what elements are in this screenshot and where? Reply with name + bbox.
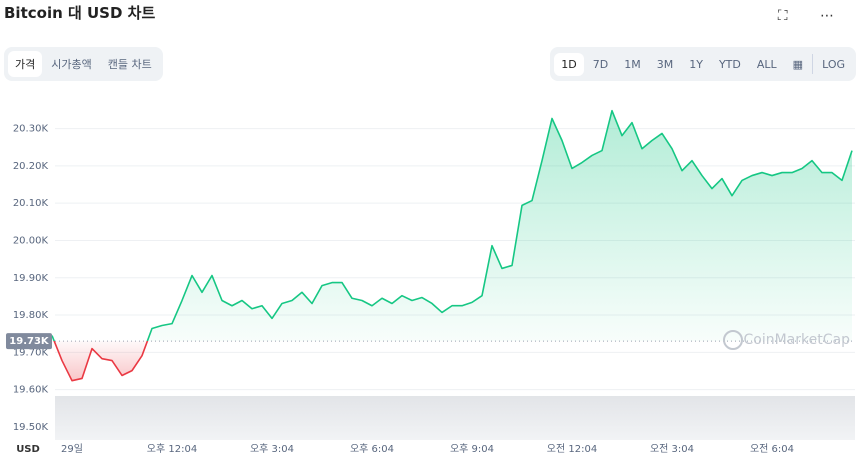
toolbar-icons[interactable]: ⛶ ⋯ <box>777 8 848 24</box>
range-button[interactable]: 1Y <box>689 57 703 71</box>
range-button[interactable]: YTD <box>718 57 741 71</box>
log-button[interactable]: LOG <box>822 57 845 71</box>
y-tick-label: 20.30K <box>13 124 49 135</box>
x-tick-label: 오후 12:04 <box>147 443 197 455</box>
tab-bar: 가격 시가총액 캔들 차트 <box>4 47 163 81</box>
price-line <box>51 109 853 382</box>
x-axis-label: USD <box>16 444 40 455</box>
tab[interactable]: 가격 <box>8 51 43 77</box>
calendar-button[interactable]: ▦ <box>792 57 804 71</box>
watermark: CoinMarketCap <box>744 332 851 348</box>
y-tick-label: 19.70K <box>13 347 49 358</box>
range-button[interactable]: 7D <box>592 57 609 71</box>
y-tick-label: 19.50K <box>13 422 49 433</box>
range-bar: 1D 7D 1M 3M 1Y YTD ALL ▦ LOG <box>550 47 856 81</box>
y-tick-label: 20.10K <box>13 198 49 209</box>
x-tick-label: 29일 <box>61 443 83 455</box>
area <box>52 110 852 381</box>
y-tick-label: 20.20K <box>13 161 49 172</box>
x-tick-label: 오전 12:04 <box>547 443 597 455</box>
y-tick-label: 19.90K <box>13 273 49 284</box>
y-tick-label: 20.00K <box>13 235 49 246</box>
separator <box>812 54 814 74</box>
reference-label: 19.73K <box>9 336 50 347</box>
x-tick-label: 오후 9:04 <box>450 443 494 455</box>
x-tick-label: 오후 6:04 <box>350 443 394 455</box>
range-button[interactable]: 1M <box>624 57 641 71</box>
x-tick-label: 오전 6:04 <box>750 443 794 455</box>
x-tick-label: 오후 3:04 <box>250 443 294 455</box>
range-button[interactable]: ALL <box>756 57 777 71</box>
watermark-logo <box>723 330 743 350</box>
y-tick-label: 19.60K <box>13 385 49 396</box>
title: Bitcoin 대 USD 차트 <box>4 4 156 22</box>
volume-band <box>55 396 855 440</box>
range-button[interactable]: 3M <box>656 57 674 71</box>
chart: 19.50K 19.60K 19.70K 19.80K 19.90K 20.00K 20.1… <box>6 109 855 455</box>
tab[interactable]: 캔들 차트 <box>107 58 152 71</box>
x-tick-label: 오전 3:04 <box>650 443 694 455</box>
range-button[interactable]: 1D <box>554 52 584 76</box>
y-tick-label: 19.80K <box>13 310 49 321</box>
tab[interactable]: 시가총액 <box>51 58 92 71</box>
reference-badge <box>6 333 52 350</box>
